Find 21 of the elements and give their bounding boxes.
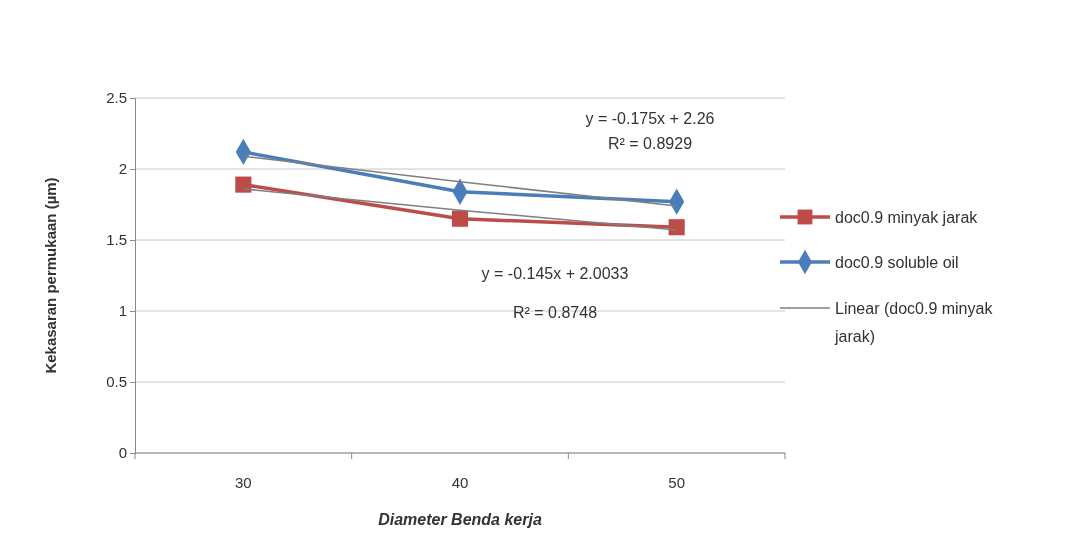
y-tick-label: 2 bbox=[118, 160, 127, 178]
y-tick-label: 1.5 bbox=[106, 231, 127, 249]
y-tick-label: 0.5 bbox=[106, 373, 127, 391]
annotation: y = -0.175x + 2.26 bbox=[585, 110, 715, 127]
y-tick-label: 0 bbox=[118, 444, 127, 462]
y-tick-label: 2.5 bbox=[106, 89, 127, 107]
legend-label: Linear (doc0.9 minyak jarak) bbox=[834, 300, 994, 345]
annotation: y = -0.145x + 2.0033 bbox=[481, 265, 629, 282]
point bbox=[235, 176, 252, 193]
point bbox=[668, 219, 685, 236]
annotation: R² = 0.8748 bbox=[512, 304, 598, 321]
x-tick-label: 40 bbox=[451, 474, 469, 491]
point bbox=[451, 210, 469, 227]
annotation: R² = 0.8929 bbox=[607, 135, 693, 152]
x-tick-label: 30 bbox=[234, 474, 252, 491]
x-tick-label: 50 bbox=[668, 474, 686, 491]
x-axis-title: Diameter Benda kerja bbox=[378, 511, 542, 528]
y-axis-title: Kekasaran permukaan (µm) bbox=[42, 177, 59, 374]
y-tick-label: 1 bbox=[118, 302, 127, 320]
legend-label: doc0.9 soluble oil bbox=[835, 254, 959, 271]
legend-label: doc0.9 minyak jarak bbox=[835, 209, 979, 226]
